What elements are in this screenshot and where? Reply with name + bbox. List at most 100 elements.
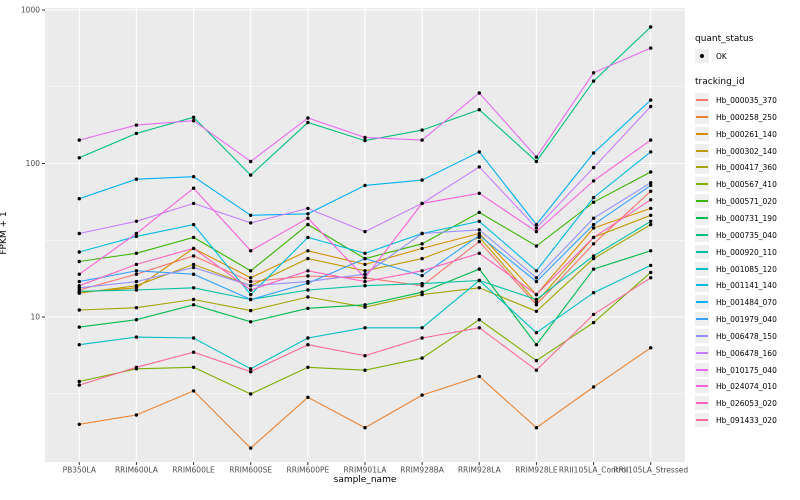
data-point (534, 297, 539, 302)
data-point (191, 286, 196, 290)
data-point (134, 177, 139, 181)
legend-key-line-icon (695, 362, 709, 377)
data-point (191, 272, 196, 276)
x-axis-title: sample_name (333, 475, 397, 485)
x-tick-label: RRII105LA_Stressed (613, 466, 688, 475)
data-point (306, 216, 310, 220)
data-point (591, 216, 596, 220)
x-tick-label: RRIM600LA (115, 466, 159, 475)
data-point (191, 389, 196, 393)
data-point (77, 379, 82, 384)
data-point (249, 249, 253, 253)
legend-item-label: Hb_000261_140 (716, 129, 777, 139)
legend-key-line-icon (695, 93, 709, 107)
data-point (249, 213, 253, 217)
data-point (420, 290, 424, 294)
data-point (534, 331, 539, 335)
data-point (134, 234, 139, 239)
data-point (649, 213, 653, 217)
data-point (420, 138, 424, 142)
data-point (363, 183, 367, 188)
legend-title-quant-status: quant_status (695, 34, 754, 44)
data-point (649, 25, 653, 29)
data-point (363, 303, 367, 307)
data-point (249, 292, 253, 297)
data-point (306, 249, 310, 253)
data-point (134, 231, 139, 236)
data-point (477, 233, 481, 238)
data-point (477, 165, 481, 169)
data-point (249, 308, 253, 313)
data-point (191, 201, 196, 206)
data-point (77, 259, 82, 264)
data-point (477, 108, 481, 112)
data-point (649, 270, 653, 275)
data-point (591, 242, 596, 246)
x-tick-label: RRIM600LE (172, 466, 215, 475)
legend-item-label: Hb_000417_360 (716, 163, 777, 173)
data-point (363, 354, 367, 358)
data-point (249, 288, 253, 292)
legend-item-label: Hb_000302_140 (716, 146, 777, 156)
data-point (249, 446, 253, 450)
data-point (477, 239, 481, 244)
data-point (191, 254, 196, 258)
data-point (534, 276, 539, 280)
legend-item-label: Hb_001484_070 (716, 298, 777, 308)
data-point (134, 279, 139, 284)
data-point (191, 262, 196, 267)
x-tick-label: RRIM928LE (515, 466, 558, 475)
legend-item-label: Hb_000567_410 (716, 180, 777, 190)
data-point (649, 98, 653, 102)
data-point (477, 326, 481, 330)
data-point (134, 251, 139, 255)
legend-title-tracking-id: tracking_id (695, 77, 745, 87)
data-point (591, 222, 596, 227)
data-point (363, 326, 367, 330)
data-point (534, 244, 539, 248)
data-point (420, 292, 424, 297)
y-tick-label: 100 (26, 159, 41, 168)
data-point (420, 256, 424, 261)
data-point (649, 219, 653, 223)
data-point (191, 115, 196, 120)
data-point (591, 195, 596, 200)
legend-key-line-icon (695, 126, 709, 141)
y-tick-label: 10 (30, 313, 40, 322)
data-point (249, 297, 253, 302)
data-point (363, 135, 367, 140)
legend-item-label: OK (716, 52, 727, 61)
data-point (134, 306, 139, 310)
data-point (306, 120, 310, 125)
data-point (363, 251, 367, 255)
legend-item-label: Hb_000258_250 (716, 112, 777, 122)
data-point (649, 150, 653, 154)
data-point (534, 426, 539, 430)
data-point (363, 262, 367, 267)
legend-item-label: Hb_026053_020 (716, 399, 777, 409)
data-point (77, 279, 82, 284)
data-point (649, 170, 653, 174)
data-point (477, 278, 481, 283)
legend-item-label: Hb_001085_120 (716, 264, 777, 274)
data-point (249, 392, 253, 396)
data-point (534, 229, 539, 234)
data-point (477, 150, 481, 154)
data-point (306, 269, 310, 273)
data-point (134, 318, 139, 322)
y-axis-title: FPKM + 1 (0, 211, 9, 255)
data-point (477, 210, 481, 215)
data-point (134, 284, 139, 288)
data-point (134, 335, 139, 339)
legend-key-line-icon (695, 278, 709, 293)
legend-key-line-icon (695, 396, 709, 411)
data-point (420, 242, 424, 246)
legend-key-line-icon (695, 109, 709, 124)
legend-key-line-icon (695, 177, 709, 192)
data-point (306, 306, 310, 310)
data-point (191, 119, 196, 123)
legend-item-label: Hb_024074_010 (716, 382, 777, 392)
data-points (77, 25, 653, 450)
data-point (534, 155, 539, 159)
data-point (134, 272, 139, 276)
